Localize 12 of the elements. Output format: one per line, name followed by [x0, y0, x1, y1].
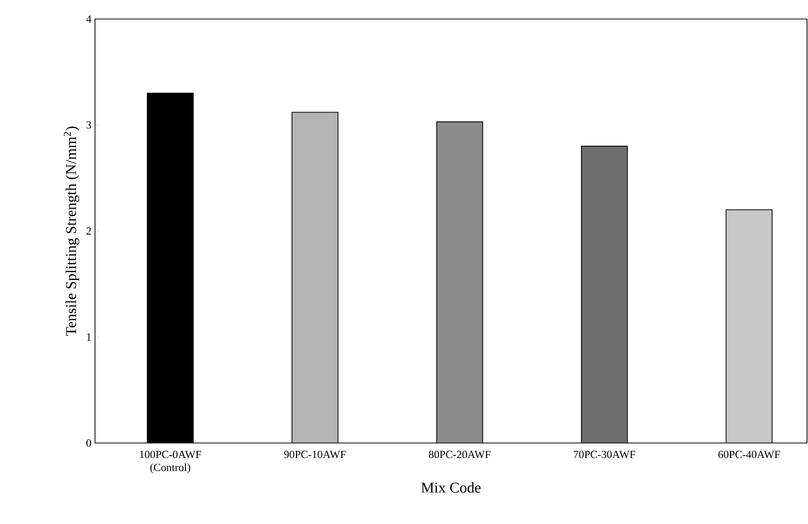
y-axis-title: Tensile Splitting Strength (N/mm$^{2}$) — [64, 126, 80, 336]
y-tick-label: 4 — [86, 15, 92, 23]
y-tick-label: 3 — [86, 121, 92, 129]
x-tick-label: 70PC-30AWF — [574, 450, 636, 458]
x-axis-title: Mix Code — [421, 482, 481, 493]
y-tick-label: 2 — [86, 227, 91, 235]
x-tick-label: 90PC-10AWF — [284, 450, 346, 458]
x-tick-label: 60PC-40AWF — [718, 450, 780, 458]
y-tick-label: 1 — [86, 333, 91, 341]
x-tick-label: 80PC-20AWF — [428, 450, 491, 458]
y-tick-label: 0 — [86, 439, 92, 447]
x-tick-label: 100PC-0AWF (Control) — [140, 450, 202, 474]
